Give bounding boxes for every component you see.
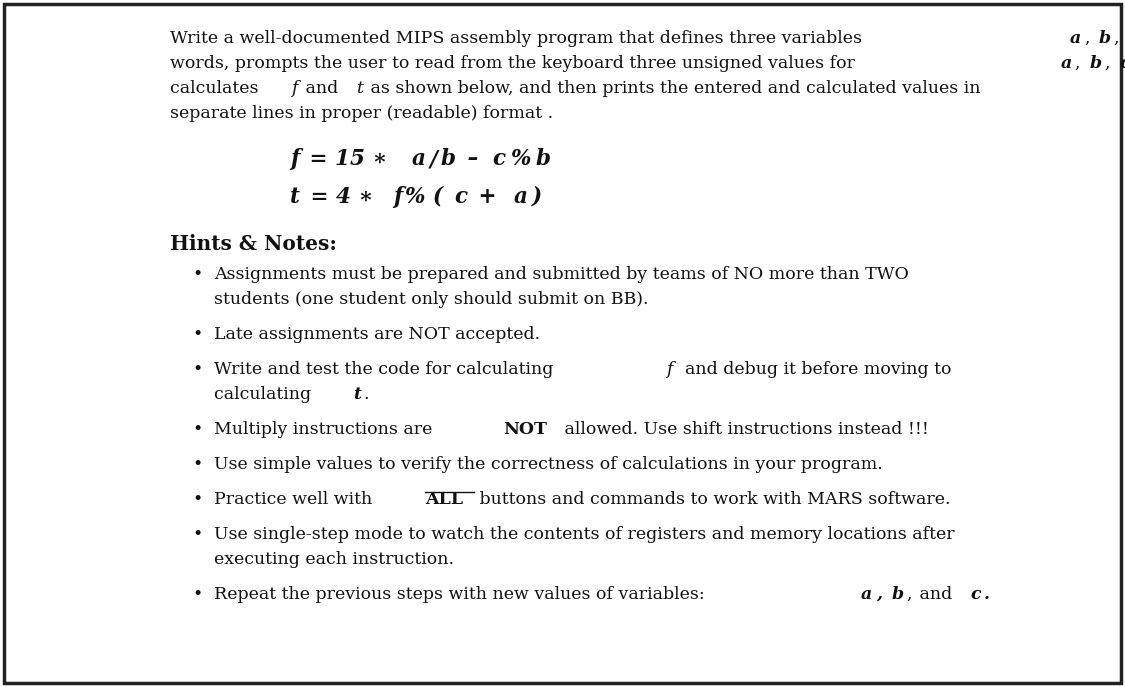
Text: Practice well with: Practice well with	[214, 491, 378, 508]
Text: a: a	[514, 186, 528, 208]
Text: a: a	[1070, 30, 1081, 47]
Text: ,: ,	[1115, 30, 1125, 47]
Text: and: and	[299, 80, 343, 97]
Text: and: and	[914, 586, 957, 603]
Text: •: •	[192, 361, 202, 378]
Text: executing each instruction.: executing each instruction.	[214, 551, 454, 568]
Text: Assignments must be prepared and submitted by teams of NO more than TWO: Assignments must be prepared and submitt…	[214, 266, 909, 283]
Text: Multiply instructions are: Multiply instructions are	[214, 421, 438, 438]
Text: •: •	[192, 491, 202, 508]
Text: words, prompts the user to read from the keyboard three unsigned values for: words, prompts the user to read from the…	[170, 55, 861, 72]
Text: b: b	[891, 586, 903, 603]
Text: ,: ,	[1106, 55, 1116, 72]
Text: c: c	[1119, 55, 1125, 72]
Text: f: f	[666, 361, 673, 378]
Text: c: c	[455, 186, 468, 208]
Text: as shown below, and then prints the entered and calculated values in: as shown below, and then prints the ente…	[364, 80, 981, 97]
Text: calculating: calculating	[214, 386, 322, 403]
Text: a: a	[412, 148, 426, 170]
Text: separate lines in proper (readable) format .: separate lines in proper (readable) form…	[170, 105, 554, 122]
Text: a: a	[862, 586, 873, 603]
Text: ALL: ALL	[425, 491, 464, 508]
Text: % (: % (	[405, 186, 443, 208]
Text: b: b	[536, 148, 551, 170]
Text: and debug it before moving to: and debug it before moving to	[674, 361, 952, 378]
Text: Hints & Notes:: Hints & Notes:	[170, 234, 336, 254]
Text: –: –	[459, 148, 485, 170]
Text: .: .	[984, 586, 990, 603]
Text: b: b	[1099, 30, 1110, 47]
Text: b: b	[1090, 55, 1101, 72]
Text: t: t	[353, 386, 361, 403]
Text: c: c	[493, 148, 506, 170]
Text: f: f	[290, 148, 299, 170]
Text: NOT: NOT	[503, 421, 547, 438]
Text: Use simple values to verify the correctness of calculations in your program.: Use simple values to verify the correctn…	[214, 456, 883, 473]
Text: t: t	[356, 80, 363, 97]
Text: ,: ,	[907, 586, 912, 603]
Text: %: %	[510, 148, 530, 170]
Text: •: •	[192, 586, 202, 603]
Text: ,: ,	[875, 586, 888, 603]
Text: allowed. Use shift instructions instead !!!: allowed. Use shift instructions instead …	[559, 421, 929, 438]
Text: •: •	[192, 456, 202, 473]
Text: Late assignments are NOT accepted.: Late assignments are NOT accepted.	[214, 326, 540, 343]
Text: Write a well-documented MIPS assembly program that defines three variables: Write a well-documented MIPS assembly pr…	[170, 30, 867, 47]
Text: +: +	[471, 186, 504, 208]
Text: f: f	[291, 80, 298, 97]
Text: •: •	[192, 326, 202, 343]
Text: ): )	[532, 186, 542, 208]
Text: •: •	[192, 526, 202, 543]
Text: f: f	[394, 186, 403, 208]
Text: •: •	[192, 266, 202, 283]
Text: Use single-step mode to watch the contents of registers and memory locations aft: Use single-step mode to watch the conten…	[214, 526, 955, 543]
Text: b: b	[440, 148, 456, 170]
Text: students (one student only should submit on BB).: students (one student only should submit…	[214, 291, 648, 308]
Text: .: .	[363, 386, 369, 403]
Text: calculates: calculates	[170, 80, 264, 97]
Text: t: t	[290, 186, 300, 208]
Text: = 15 ∗: = 15 ∗	[302, 148, 387, 170]
Text: •: •	[192, 421, 202, 438]
Text: Repeat the previous steps with new values of variables:: Repeat the previous steps with new value…	[214, 586, 716, 603]
Text: a: a	[1061, 55, 1072, 72]
Text: = 4 ∗: = 4 ∗	[303, 186, 374, 208]
Text: ,: ,	[1084, 30, 1096, 47]
Text: c: c	[971, 586, 981, 603]
Text: Write and test the code for calculating: Write and test the code for calculating	[214, 361, 565, 378]
Text: ,: ,	[1076, 55, 1087, 72]
Text: buttons and commands to work with MARS software.: buttons and commands to work with MARS s…	[475, 491, 951, 508]
Text: /: /	[430, 148, 438, 170]
